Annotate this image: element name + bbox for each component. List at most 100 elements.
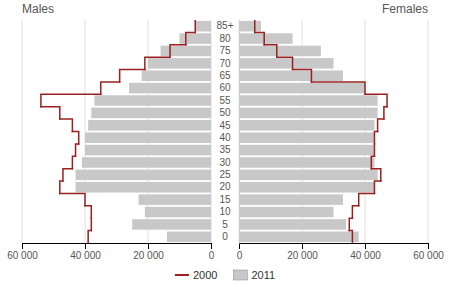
tick-label: 40 000 [350, 250, 381, 261]
panel: 020 00040 00060 000051015202530354045505… [217, 2, 445, 261]
grid-line [22, 20, 23, 243]
bar [76, 182, 211, 193]
tick-label: 0 [222, 231, 228, 242]
step-line [374, 132, 377, 144]
tick: 85+ [217, 20, 239, 31]
step-line [91, 218, 93, 230]
marks [41, 20, 211, 243]
grid [239, 20, 428, 243]
step-line [170, 45, 186, 57]
legend-swatch [175, 274, 189, 276]
bar-series [76, 21, 211, 242]
tick: 30 [219, 157, 239, 168]
tick-label: 40 000 [70, 250, 101, 261]
step-line [384, 107, 387, 119]
tick-label: 35 [219, 144, 231, 155]
step-line [378, 119, 384, 131]
tick-label: 60 000 [7, 250, 38, 261]
tick-label: 20 [219, 181, 231, 192]
panel: 60 00040 00020 0000Males [7, 2, 215, 261]
step-line [76, 144, 79, 156]
tick-label: 85+ [217, 20, 234, 31]
tick: 20 000 [133, 243, 164, 261]
bar [145, 207, 211, 218]
tick-mark [239, 243, 240, 249]
bar [195, 21, 211, 32]
step-line [101, 82, 120, 94]
bar [239, 232, 359, 243]
tick-mark [428, 243, 429, 249]
step-line [85, 206, 91, 218]
chart: 60 000 40 000 20 000 0 Males 0 20 000 40 000 60 … [0, 0, 450, 287]
tick-mark [22, 243, 23, 249]
tick: 50 [219, 107, 239, 118]
x-axis: 0 20 000 40 000 60 000 [237, 243, 445, 261]
tick: 0 [237, 243, 243, 261]
tick-label: 20 000 [287, 250, 318, 261]
legend-label: 2000 [193, 269, 217, 281]
bar [239, 120, 374, 131]
tick-label: 10 [219, 206, 231, 217]
step-line [195, 20, 197, 32]
tick: 70 [219, 58, 239, 69]
step-line [359, 193, 375, 205]
tick-label: 75 [219, 45, 231, 56]
tick-mark [148, 243, 149, 249]
legend-item: 2000 [175, 269, 217, 281]
step-line [60, 119, 73, 131]
y-axis: 0510152025303540455055606570758085+ [217, 20, 240, 243]
step-line [60, 181, 63, 193]
tick: 80 [219, 33, 239, 44]
axis-line [23, 243, 212, 244]
step-line [72, 132, 78, 144]
tick-label: 30 [219, 157, 231, 168]
step-line [145, 57, 170, 69]
tick-label: 45 [219, 120, 231, 131]
tick: 75 [219, 45, 239, 56]
tick-mark [85, 243, 86, 249]
step-line [264, 45, 277, 57]
bar [91, 108, 211, 119]
step-line [374, 144, 376, 156]
bar [85, 145, 211, 156]
bar [167, 232, 211, 243]
step-line [88, 231, 91, 243]
bar [129, 83, 211, 94]
bar [88, 120, 211, 131]
step-line [352, 206, 358, 218]
bar [239, 157, 374, 168]
step-line [255, 32, 264, 44]
step-series [255, 20, 387, 243]
step-line [365, 94, 387, 106]
tick: 0 [222, 231, 239, 242]
step-line [349, 218, 352, 230]
tick-mark [211, 243, 212, 249]
legend-swatch [233, 270, 247, 280]
step-line [371, 156, 374, 168]
grid-line [85, 20, 86, 243]
tick-label: 60 [219, 82, 231, 93]
bar [239, 70, 343, 81]
step-line [277, 57, 293, 69]
tick-label: 15 [219, 194, 231, 205]
step-line [60, 193, 85, 205]
bar [85, 132, 211, 143]
bar [94, 95, 211, 106]
tick: 60 [219, 82, 239, 93]
bar [161, 46, 211, 57]
tick-mark [302, 243, 303, 249]
tick: 65 [219, 70, 239, 81]
bar [180, 33, 212, 44]
bar [239, 219, 346, 230]
tick-label: 5 [222, 219, 228, 230]
step-line [374, 181, 380, 193]
tick-label: 40 [219, 132, 231, 143]
tick: 60 000 [413, 243, 444, 261]
tick: 45 [219, 120, 239, 131]
bar [239, 21, 261, 32]
tick: 40 000 [350, 243, 381, 261]
axis-line [239, 21, 240, 244]
panel-title: Males [22, 2, 54, 16]
bar [239, 46, 321, 57]
panel-title: Females [382, 2, 428, 16]
